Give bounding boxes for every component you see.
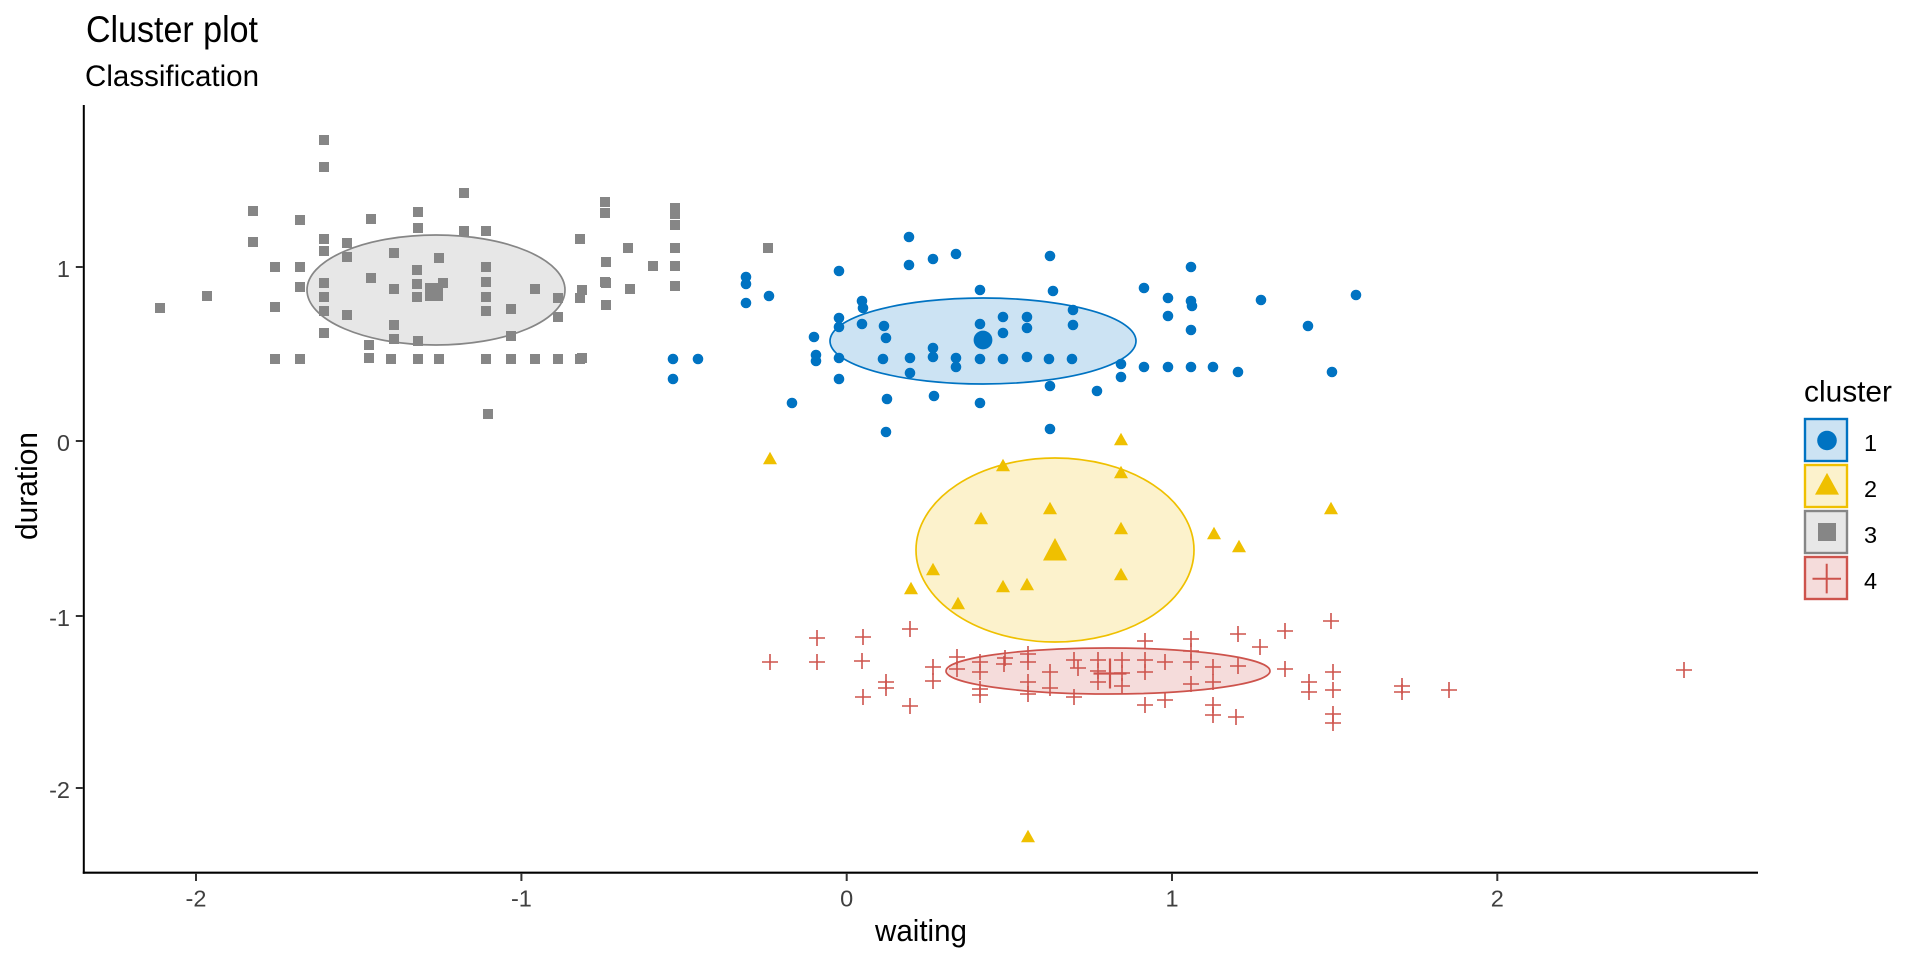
- svg-text:Classification: Classification: [85, 60, 259, 93]
- svg-text:Cluster plot: Cluster plot: [86, 9, 259, 50]
- svg-text:-1: -1: [49, 605, 70, 631]
- svg-text:1: 1: [57, 256, 70, 282]
- svg-text:-1: -1: [511, 886, 532, 912]
- svg-text:2: 2: [1864, 476, 1877, 502]
- svg-text:4: 4: [1864, 568, 1877, 594]
- svg-text:waiting: waiting: [874, 913, 967, 948]
- svg-text:3: 3: [1864, 522, 1877, 548]
- svg-text:1: 1: [1864, 430, 1877, 456]
- svg-text:0: 0: [840, 886, 853, 912]
- svg-text:0: 0: [57, 430, 70, 456]
- svg-text:2: 2: [1491, 886, 1504, 912]
- svg-text:cluster: cluster: [1804, 376, 1892, 409]
- svg-text:-2: -2: [49, 777, 70, 803]
- svg-text:duration: duration: [9, 432, 44, 540]
- svg-text:1: 1: [1165, 886, 1178, 912]
- svg-text:-2: -2: [186, 886, 207, 912]
